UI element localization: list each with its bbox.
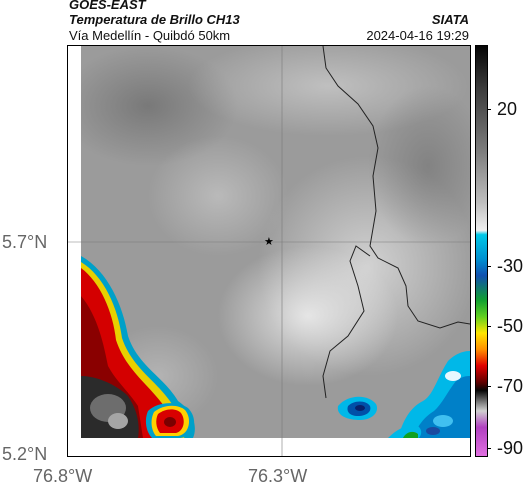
location-marker: ★ <box>264 235 274 248</box>
product-title: Temperatura de Brillo CH13 <box>69 12 240 27</box>
colorbar-tick <box>487 386 491 387</box>
colorbar-label-minus90: -90 <box>497 438 524 458</box>
timestamp-label: 2024-04-16 19:29 <box>366 28 469 43</box>
colorbar-tick <box>487 266 491 267</box>
colorbar-label-minus30: -30 <box>497 256 524 276</box>
cold-cloud-west <box>81 256 195 438</box>
lat-tick-5.7: 5.7°N <box>2 232 48 252</box>
satellite-title: GOES-EAST <box>69 0 146 12</box>
organization-label: SIATA <box>431 12 469 27</box>
colorbar-label-minus70: -70 <box>497 376 524 396</box>
boundary-line <box>322 46 470 329</box>
colorbar-label-20: 20 <box>497 99 518 119</box>
region-subtitle: Vía Medellín - Quibdó 50km <box>69 28 231 43</box>
colorbar-tick <box>487 326 491 327</box>
temperature-colorbar <box>475 45 488 457</box>
colorbar-label-minus50: -50 <box>497 316 524 336</box>
lon-tick-76.3: 76.3°W <box>248 466 308 486</box>
lat-tick-5.2: 5.2°N <box>2 444 48 464</box>
colorbar-tick <box>487 109 491 110</box>
lon-tick-76.8: 76.8°W <box>33 466 93 486</box>
cold-cloud-east <box>337 351 470 438</box>
satellite-map: ★ <box>67 45 471 457</box>
colorbar-tick <box>487 448 491 449</box>
